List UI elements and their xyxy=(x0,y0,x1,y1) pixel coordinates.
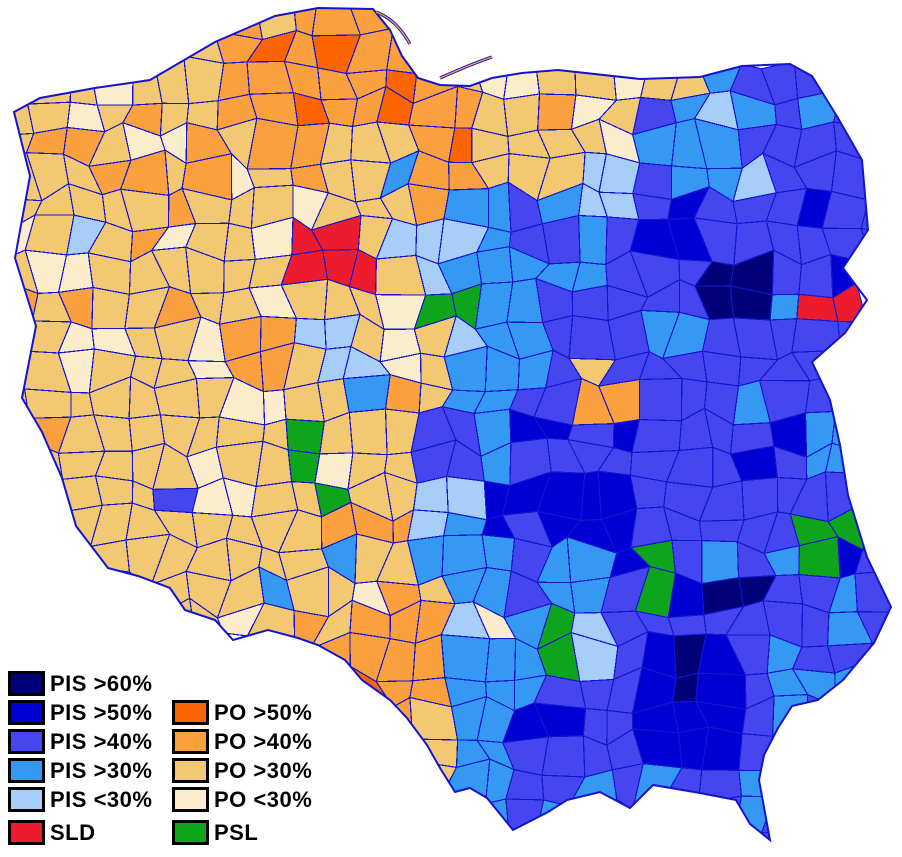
powiat-region xyxy=(577,214,608,266)
powiat-region xyxy=(824,442,866,475)
powiat-region xyxy=(152,23,191,60)
powiat-region xyxy=(287,449,321,484)
powiat-region xyxy=(484,798,510,832)
powiat-region xyxy=(26,61,72,105)
powiat-region xyxy=(541,735,586,778)
powiat-region xyxy=(738,732,777,772)
powiat-region xyxy=(695,795,743,835)
powiat-region xyxy=(183,55,225,105)
powiat-region xyxy=(14,350,26,390)
powiat-region xyxy=(94,475,134,506)
powiat-region xyxy=(860,227,891,266)
powiat-region xyxy=(246,167,294,189)
powiat-region xyxy=(89,57,134,106)
powiat-region xyxy=(476,246,514,285)
powiat-region xyxy=(536,93,577,131)
powiat-region xyxy=(667,613,707,637)
powiat-region xyxy=(91,286,131,330)
powiat-region xyxy=(571,284,609,322)
hel-peninsula-fill xyxy=(375,11,411,45)
powiat-region xyxy=(631,418,683,454)
vistula-spit-fill xyxy=(439,56,493,79)
powiat-region xyxy=(701,726,743,771)
powiat-region xyxy=(535,53,577,96)
powiat-region xyxy=(14,95,35,136)
powiat-region xyxy=(484,637,517,683)
powiat-region xyxy=(152,487,199,514)
powiat-region xyxy=(796,293,839,323)
powiat-region xyxy=(573,53,617,101)
powiat-region xyxy=(440,634,491,683)
powiat-region xyxy=(213,8,264,41)
powiat-region xyxy=(769,293,800,321)
powiat-region xyxy=(833,87,862,128)
powiat-region xyxy=(89,539,131,573)
powiat-region xyxy=(502,63,541,101)
powiat-region xyxy=(14,313,33,362)
powiat-region xyxy=(311,8,362,37)
powiat-region xyxy=(378,696,414,747)
powiat-region xyxy=(793,60,841,100)
powiat-region xyxy=(285,418,325,455)
powiat-region xyxy=(412,738,459,769)
powiat-region xyxy=(701,350,742,387)
powiat-region xyxy=(69,64,98,106)
powiat-region xyxy=(503,93,541,138)
powiat-region xyxy=(701,539,740,585)
powiat-region xyxy=(791,318,841,354)
powiat-region xyxy=(156,597,196,648)
powiat-region xyxy=(864,157,891,202)
powiat-region xyxy=(854,569,891,613)
powiat-region xyxy=(223,222,256,262)
powiat-region xyxy=(541,214,581,265)
powiat-region xyxy=(638,377,683,422)
powiat-region xyxy=(698,519,745,543)
powiat-region xyxy=(348,408,388,456)
powiat-region xyxy=(487,181,512,234)
country-border xyxy=(12,6,893,843)
powiat-region xyxy=(29,478,64,517)
powiat-region xyxy=(760,796,810,834)
powiat-region xyxy=(342,374,391,414)
powiat-region xyxy=(837,320,873,362)
powiat-region xyxy=(771,727,807,772)
powiat-region xyxy=(738,769,777,798)
powiat-region xyxy=(481,534,516,572)
